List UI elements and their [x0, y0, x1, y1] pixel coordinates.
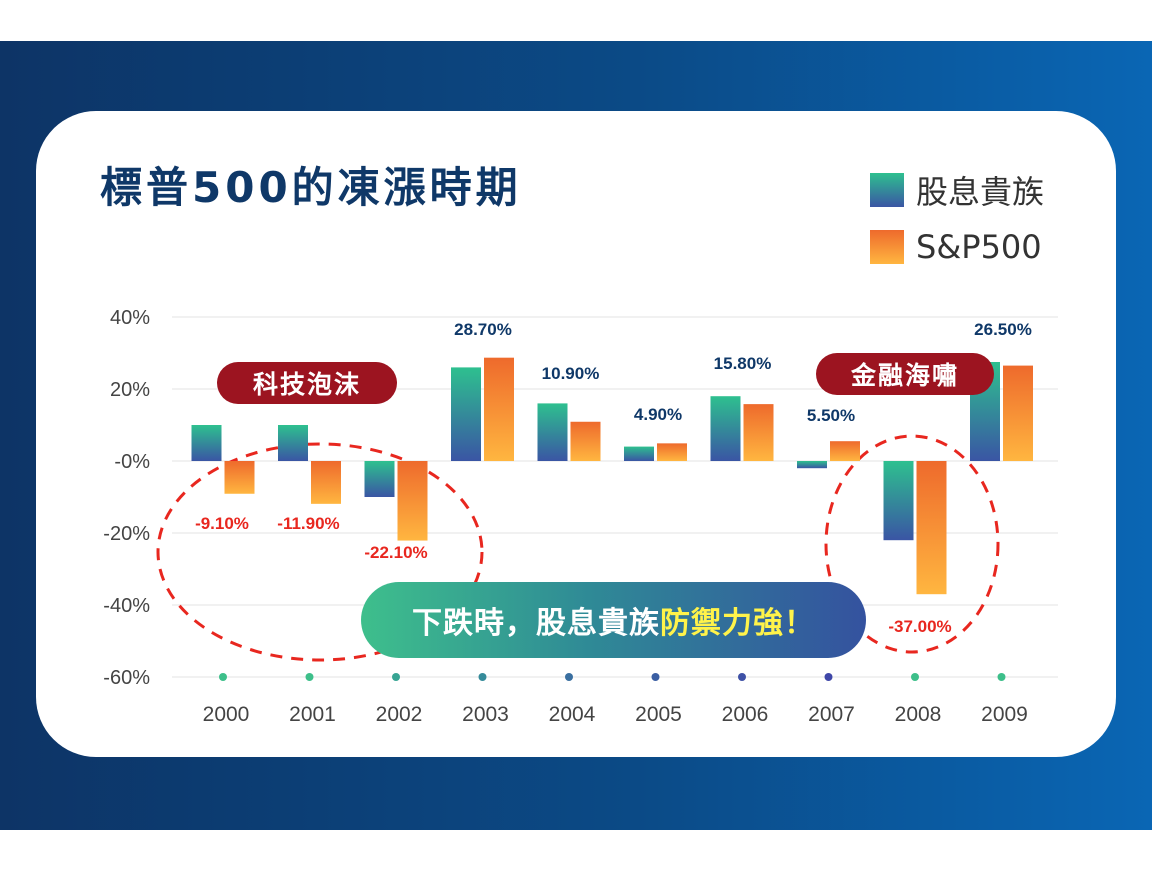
x-tick-label: 2005 [635, 703, 682, 726]
data-label: 28.70% [454, 320, 512, 339]
dividend-aristocrats-bar [797, 461, 827, 469]
sp500-bar [657, 443, 687, 461]
tech-bubble-badge: 科技泡沫 [217, 362, 397, 404]
legend-item-dividend-aristocrats: 股息貴族 [870, 167, 1044, 213]
sp500-bar [1003, 365, 1033, 461]
sp500-bar [743, 404, 774, 461]
callout-highlight: 防禦力強！ [660, 606, 815, 641]
dividend-aristocrats-bar [624, 446, 654, 461]
category-dot [997, 673, 1006, 681]
data-label: -37.00% [888, 617, 951, 636]
dividend-aristocrats-bar [710, 396, 741, 461]
sp500-bar [224, 461, 255, 494]
x-tick-label: 2009 [981, 703, 1028, 726]
sp500-bar [484, 357, 514, 461]
legend-swatch-sp500 [870, 230, 904, 264]
dividend-aristocrats-bar [537, 403, 568, 461]
data-label: -22.10% [364, 543, 427, 562]
y-tick-label: -20% [103, 523, 150, 545]
y-tick-label: -0% [114, 451, 150, 473]
category-dot [651, 673, 660, 681]
sp500-bar [570, 421, 601, 461]
y-tick-label: -60% [103, 667, 150, 689]
chart-title: 標普500的凍漲時期 [100, 163, 522, 212]
bars [191, 357, 1033, 595]
data-labels: -9.10% -11.90% -22.10% 28.70% 10.90% 4.90% 15.… [195, 320, 1032, 636]
x-tick-label: 2006 [722, 703, 769, 726]
callout-text: 下跌時，股息貴族 [412, 606, 660, 641]
x-tick-label: 2001 [289, 703, 336, 726]
category-dot [738, 673, 746, 681]
category-dot [824, 673, 833, 681]
dividend-aristocrats-bar [278, 425, 308, 461]
x-tick-label: 2007 [808, 703, 855, 726]
legend-label: S&P500 [916, 228, 1042, 266]
data-label: -9.10% [195, 514, 249, 533]
data-label: 26.50% [974, 320, 1032, 339]
axes: 40% 20% -0% -20% -40% -60% 2000 2001 2002 2003 200… [103, 307, 1028, 726]
financial-tsunami-badge: 金融海嘯 [816, 353, 994, 395]
data-label: 15.80% [714, 354, 772, 373]
dividend-aristocrats-bar [883, 461, 914, 541]
data-label: 10.90% [542, 364, 600, 383]
data-label: 4.90% [634, 405, 682, 424]
y-tick-label: 40% [110, 307, 150, 329]
x-tick-label: 2000 [203, 703, 250, 726]
legend-label: 股息貴族 [916, 173, 1045, 211]
dividend-aristocrats-bar [364, 461, 395, 497]
data-label: 5.50% [807, 406, 855, 425]
legend-item-sp500: S&P500 [870, 228, 1042, 266]
dividend-aristocrats-bar [191, 425, 222, 461]
x-tick-label: 2003 [462, 703, 509, 726]
y-tick-label: -40% [103, 595, 150, 617]
y-tick-label: 20% [110, 379, 150, 401]
callout-banner: 下跌時，股息貴族 防禦力強！ [361, 582, 866, 658]
financial-tsunami-dashed-circle [824, 434, 1000, 654]
category-dot [305, 673, 314, 681]
category-dot [392, 673, 400, 681]
category-dot [565, 673, 573, 681]
category-dot [478, 673, 487, 681]
legend-swatch-dividend-aristocrats [870, 173, 904, 207]
sp500-bar [916, 461, 947, 595]
data-label: -11.90% [277, 514, 339, 533]
dashed-highlight-circles [156, 434, 1000, 662]
category-dot [911, 673, 919, 681]
sp500-bar [397, 461, 428, 541]
tech-bubble-dashed-circle [156, 442, 484, 662]
dividend-aristocrats-bar [451, 367, 481, 461]
x-tick-label: 2004 [549, 703, 596, 726]
category-dot [219, 673, 227, 681]
sp500-bar [830, 441, 860, 461]
sp500-bar [311, 461, 341, 504]
x-tick-label: 2002 [376, 703, 423, 726]
x-tick-label: 2008 [895, 703, 942, 726]
